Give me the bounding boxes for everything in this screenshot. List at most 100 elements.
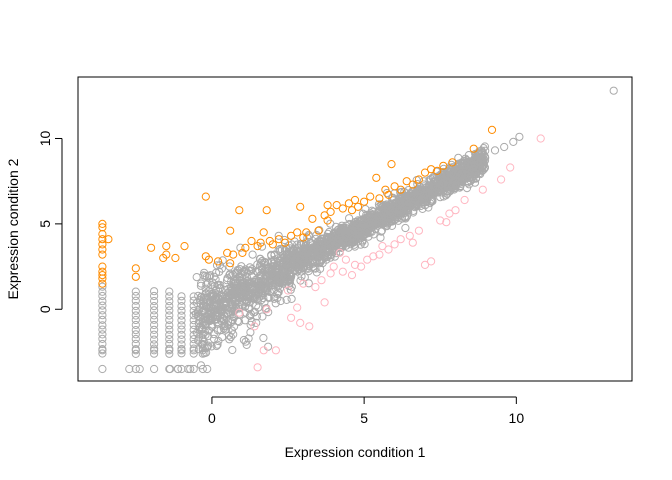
data-point-down: [405, 231, 414, 240]
data-point-neutral: [209, 308, 218, 317]
data-point-neutral: [177, 349, 186, 358]
data-point-neutral: [204, 341, 213, 350]
data-point-up: [98, 279, 107, 288]
data-point-neutral: [428, 173, 437, 182]
data-point-neutral: [376, 233, 385, 242]
data-point-neutral: [463, 172, 472, 181]
data-point-neutral: [150, 311, 159, 320]
data-point-neutral: [192, 273, 201, 282]
data-point-neutral: [174, 364, 183, 374]
data-point-up: [375, 194, 384, 203]
data-point-neutral: [331, 239, 340, 248]
data-point-neutral: [226, 269, 235, 278]
data-point-up: [204, 255, 213, 264]
data-point-neutral: [239, 335, 248, 345]
data-point-neutral: [237, 262, 246, 271]
data-point-up: [302, 228, 311, 237]
data-point-up: [338, 204, 347, 213]
data-point-neutral: [195, 323, 204, 332]
data-point-neutral: [304, 279, 313, 288]
y-tick-label: 10: [37, 130, 53, 146]
data-point-neutral: [201, 317, 210, 326]
data-point-neutral: [98, 321, 107, 330]
data-point-neutral: [206, 292, 215, 301]
data-point-up: [366, 192, 375, 201]
data-point-neutral: [165, 330, 174, 339]
x-axis-label: Expression condition 1: [285, 444, 426, 460]
data-point-neutral: [228, 345, 237, 355]
data-point-neutral: [177, 292, 186, 301]
data-point-neutral: [189, 364, 198, 374]
data-point-neutral: [206, 271, 215, 280]
data-point-down: [296, 318, 305, 327]
data-point-neutral: [195, 296, 204, 305]
data-point-neutral: [261, 282, 270, 291]
data-point-up: [226, 259, 235, 268]
data-point-down: [283, 286, 293, 295]
data-point-neutral: [349, 220, 358, 229]
data-point-neutral: [341, 233, 350, 242]
data-point-down: [299, 279, 308, 288]
data-point-up: [314, 226, 323, 235]
data-point-neutral: [165, 335, 174, 344]
data-point-down: [408, 238, 417, 247]
data-point-neutral: [213, 326, 222, 335]
data-point-up: [308, 214, 317, 223]
data-point-neutral: [409, 206, 418, 215]
data-point-down: [287, 313, 296, 322]
data-point-neutral: [204, 326, 214, 335]
data-point-up: [131, 264, 140, 273]
data-point-up: [98, 271, 107, 280]
data-point-neutral: [202, 272, 211, 281]
data-point-up: [402, 177, 411, 186]
data-point-neutral: [307, 250, 316, 259]
data-point-neutral: [358, 222, 367, 231]
data-point-neutral: [230, 322, 239, 331]
data-point-neutral: [177, 346, 186, 355]
data-point-down: [375, 250, 384, 259]
data-point-neutral: [287, 294, 296, 303]
data-point-neutral: [418, 195, 427, 204]
data-point-down: [445, 209, 454, 218]
data-point-neutral: [281, 255, 290, 264]
data-point-neutral: [360, 230, 369, 239]
data-point-neutral: [241, 316, 250, 325]
data-point-neutral: [238, 288, 247, 297]
data-point-neutral: [347, 224, 356, 233]
data-point-neutral: [289, 245, 298, 254]
data-point-up: [162, 242, 171, 251]
data-point-neutral: [98, 301, 107, 310]
data-point-neutral: [203, 342, 212, 351]
data-point-neutral: [177, 316, 186, 325]
data-point-neutral: [419, 180, 428, 189]
data-point-neutral: [276, 260, 285, 269]
data-point-neutral: [258, 256, 267, 266]
data-point-neutral: [212, 341, 221, 351]
data-point-neutral: [301, 238, 310, 247]
data-point-neutral: [403, 194, 412, 203]
data-point-down: [478, 185, 487, 194]
data-point-neutral: [150, 297, 159, 306]
data-point-down: [329, 262, 338, 271]
data-point-neutral: [402, 212, 411, 221]
data-point-neutral: [216, 314, 225, 323]
data-point-neutral: [267, 265, 276, 274]
data-point-neutral: [247, 317, 256, 326]
data-point-neutral: [165, 306, 174, 315]
data-point-up: [256, 238, 265, 247]
data-point-down: [271, 346, 280, 355]
data-point-neutral: [189, 346, 198, 355]
data-point-down: [326, 269, 335, 278]
data-point-neutral: [285, 265, 294, 275]
data-point-down: [305, 322, 314, 331]
data-point-neutral: [165, 349, 174, 358]
data-point-neutral: [220, 303, 229, 312]
x-tick-label: 0: [208, 410, 216, 426]
data-point-neutral: [278, 279, 287, 288]
data-point-neutral: [150, 320, 159, 330]
data-point-up: [223, 248, 232, 257]
data-point-neutral: [227, 326, 236, 335]
data-point-neutral: [131, 349, 140, 358]
data-point-neutral: [165, 325, 174, 334]
data-point-neutral: [234, 317, 244, 326]
